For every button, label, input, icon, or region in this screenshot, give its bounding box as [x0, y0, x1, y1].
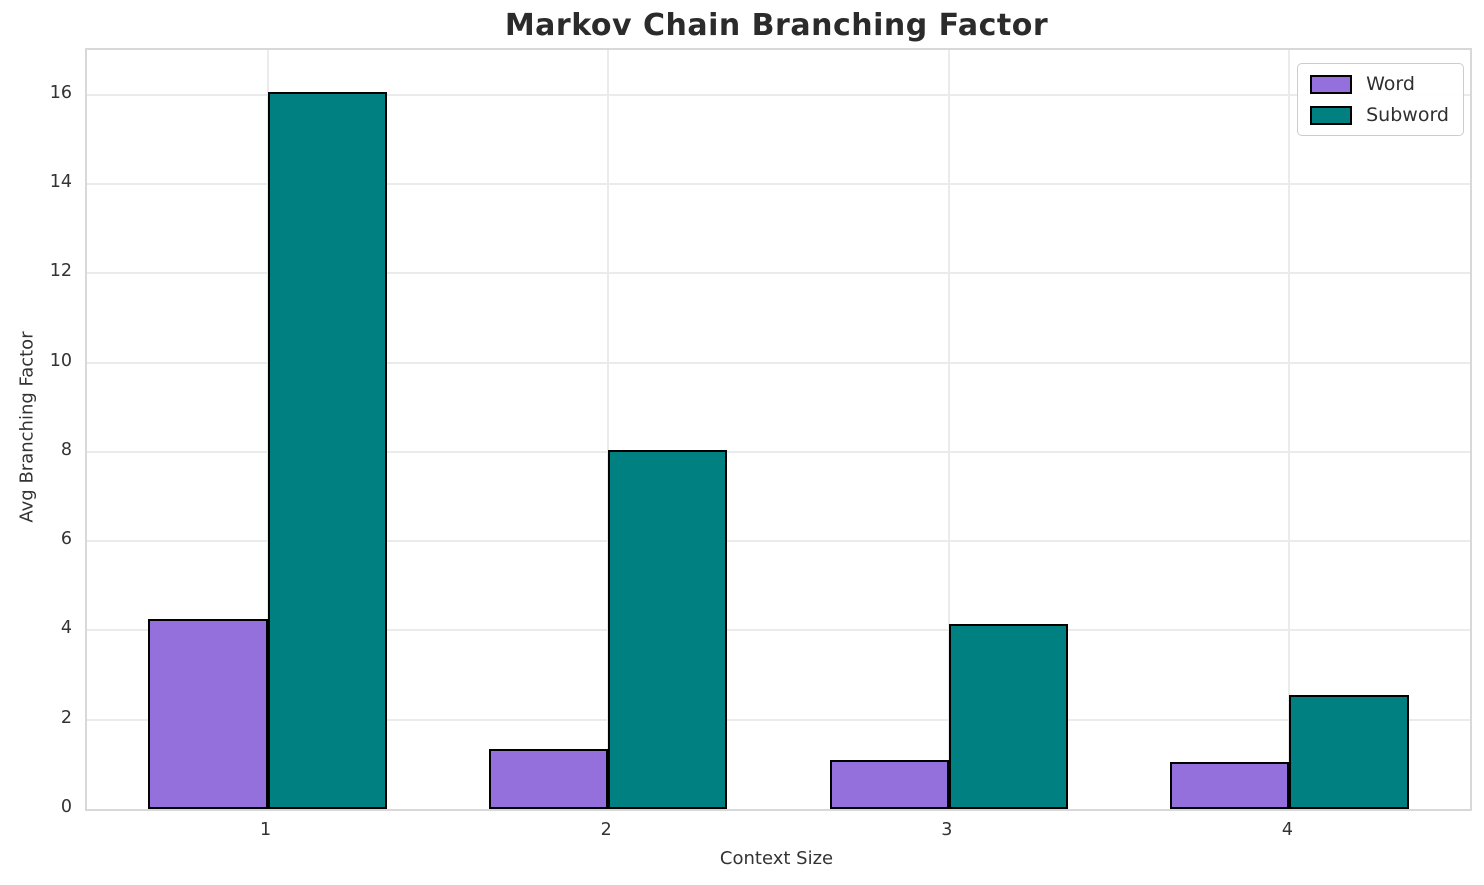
y-axis-label: Avg Branching Factor	[16, 331, 38, 523]
v-gridline	[607, 50, 610, 809]
y-tick-label: 16	[49, 82, 72, 103]
legend-label: Word	[1366, 73, 1415, 95]
x-axis-label: Context Size	[719, 848, 834, 869]
legend-item: Subword	[1310, 104, 1449, 126]
bar-word	[1170, 762, 1290, 809]
legend: Word Subword	[1297, 63, 1464, 136]
x-tick-label: 4	[1281, 820, 1294, 840]
v-gridline	[947, 50, 950, 809]
bar-subword	[948, 623, 1069, 809]
legend-swatch-word	[1310, 74, 1353, 94]
y-tick-label: 0	[60, 797, 72, 817]
chart-title: Markov Chain Branching Factor	[504, 8, 1049, 43]
plot-area: Word Subword	[85, 48, 1472, 811]
h-gridline	[87, 361, 1470, 364]
h-gridline	[87, 272, 1470, 275]
y-tick-label: 8	[60, 439, 72, 460]
x-tick-label: 1	[259, 820, 272, 840]
legend-item: Word	[1310, 73, 1449, 95]
h-gridline	[87, 718, 1470, 721]
bar-word	[829, 759, 949, 809]
bar-subword	[608, 449, 728, 809]
y-tick-label: 12	[49, 261, 72, 282]
bar-subword	[1289, 695, 1409, 809]
legend-label: Subword	[1366, 104, 1449, 126]
x-tick-label: 2	[600, 820, 612, 840]
h-gridline	[87, 629, 1470, 632]
bar-word	[148, 619, 268, 809]
y-tick-label: 10	[49, 350, 72, 371]
y-tick-label: 2	[60, 707, 72, 728]
h-gridline	[87, 450, 1470, 453]
y-tick-label: 4	[60, 618, 72, 639]
v-gridline	[1288, 50, 1291, 809]
h-gridline	[87, 182, 1470, 185]
h-gridline	[87, 540, 1470, 543]
legend-swatch-subword	[1310, 105, 1353, 125]
y-tick-label: 6	[60, 529, 72, 550]
y-tick-label: 14	[49, 171, 72, 192]
x-tick-label: 3	[941, 820, 953, 840]
bar-subword	[267, 92, 387, 809]
h-gridline	[87, 93, 1470, 96]
bar-word	[488, 748, 609, 809]
